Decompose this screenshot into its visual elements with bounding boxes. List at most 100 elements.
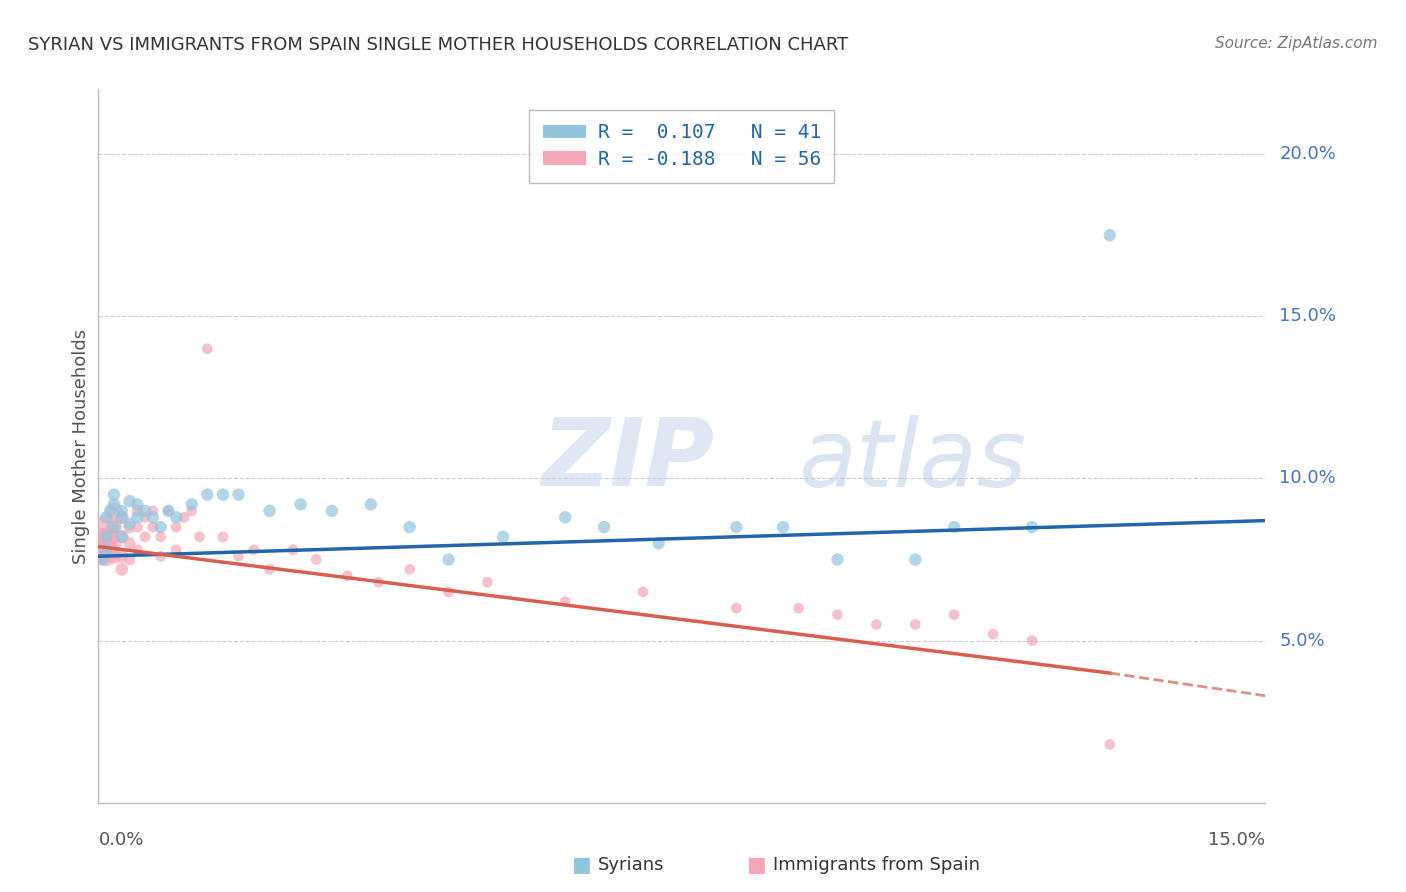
Point xyxy=(111,530,134,544)
Point xyxy=(142,520,165,534)
Point xyxy=(149,520,172,534)
Point xyxy=(243,542,266,557)
Point xyxy=(173,510,195,524)
Point xyxy=(98,542,121,557)
Point xyxy=(91,552,114,566)
Text: Syrians: Syrians xyxy=(598,856,664,874)
Point xyxy=(981,627,1004,641)
Point xyxy=(157,504,180,518)
Point xyxy=(943,607,966,622)
Point xyxy=(367,575,389,590)
Point xyxy=(772,520,794,534)
Point xyxy=(1021,520,1043,534)
Point xyxy=(98,504,121,518)
Point xyxy=(321,504,343,518)
Text: atlas: atlas xyxy=(799,415,1026,506)
Text: 15.0%: 15.0% xyxy=(1279,307,1336,326)
Point xyxy=(827,552,849,566)
Point xyxy=(118,536,141,550)
Point xyxy=(647,536,669,550)
Point xyxy=(96,542,118,557)
Text: ZIP: ZIP xyxy=(541,414,714,507)
Point xyxy=(149,530,172,544)
Text: ■: ■ xyxy=(747,855,766,875)
Point xyxy=(1021,633,1043,648)
Point xyxy=(103,504,125,518)
Point xyxy=(195,488,218,502)
Point xyxy=(103,536,125,550)
Point xyxy=(228,549,250,564)
Text: 0.0%: 0.0% xyxy=(98,830,143,848)
Point xyxy=(118,552,141,566)
Point xyxy=(188,530,211,544)
Point xyxy=(554,510,576,524)
Point xyxy=(165,510,187,524)
Point xyxy=(631,585,654,599)
Point xyxy=(281,542,304,557)
Point xyxy=(96,520,118,534)
Point xyxy=(437,552,460,566)
Point xyxy=(103,520,125,534)
Point xyxy=(180,504,202,518)
Text: 10.0%: 10.0% xyxy=(1279,469,1336,487)
Point xyxy=(360,497,382,511)
Point xyxy=(787,601,810,615)
Text: Immigrants from Spain: Immigrants from Spain xyxy=(773,856,980,874)
Point xyxy=(165,542,187,557)
Point xyxy=(111,549,134,564)
Point xyxy=(96,510,118,524)
Point xyxy=(212,530,235,544)
Point xyxy=(90,536,112,550)
Point xyxy=(127,504,149,518)
Point xyxy=(212,488,235,502)
Point xyxy=(118,494,141,508)
Point xyxy=(142,510,165,524)
Point xyxy=(290,497,312,511)
Point xyxy=(127,497,149,511)
Point xyxy=(103,520,125,534)
Point xyxy=(118,516,141,531)
Point xyxy=(103,488,125,502)
Point xyxy=(111,510,134,524)
Point xyxy=(1098,228,1121,243)
Point xyxy=(904,617,927,632)
Point xyxy=(96,530,118,544)
Point xyxy=(149,549,172,564)
Point xyxy=(98,530,121,544)
Text: ■: ■ xyxy=(571,855,591,875)
Point xyxy=(127,542,149,557)
Point xyxy=(865,617,887,632)
Point xyxy=(398,520,420,534)
Point xyxy=(127,520,149,534)
Point xyxy=(943,520,966,534)
Point xyxy=(259,504,281,518)
Point xyxy=(904,552,927,566)
Point xyxy=(477,575,499,590)
Point xyxy=(827,607,849,622)
Point xyxy=(593,520,616,534)
Point xyxy=(111,562,134,576)
Point xyxy=(398,562,420,576)
Point xyxy=(305,552,328,566)
Point xyxy=(165,520,187,534)
Point xyxy=(111,530,134,544)
Y-axis label: Single Mother Households: Single Mother Households xyxy=(72,328,90,564)
Text: 20.0%: 20.0% xyxy=(1279,145,1336,163)
Point xyxy=(134,504,156,518)
Point xyxy=(1098,738,1121,752)
Legend: R =  0.107   N = 41, R = -0.188   N = 56: R = 0.107 N = 41, R = -0.188 N = 56 xyxy=(530,110,834,183)
Text: 5.0%: 5.0% xyxy=(1279,632,1324,649)
Text: 15.0%: 15.0% xyxy=(1208,830,1265,848)
Point xyxy=(111,510,134,524)
Point xyxy=(195,342,218,356)
Point xyxy=(96,549,118,564)
Point xyxy=(180,497,202,511)
Text: SYRIAN VS IMMIGRANTS FROM SPAIN SINGLE MOTHER HOUSEHOLDS CORRELATION CHART: SYRIAN VS IMMIGRANTS FROM SPAIN SINGLE M… xyxy=(28,36,848,54)
Point xyxy=(492,530,515,544)
Point xyxy=(725,520,748,534)
Point xyxy=(118,520,141,534)
Point xyxy=(134,530,156,544)
Point xyxy=(127,510,149,524)
Text: Source: ZipAtlas.com: Source: ZipAtlas.com xyxy=(1215,36,1378,51)
Point xyxy=(134,510,156,524)
